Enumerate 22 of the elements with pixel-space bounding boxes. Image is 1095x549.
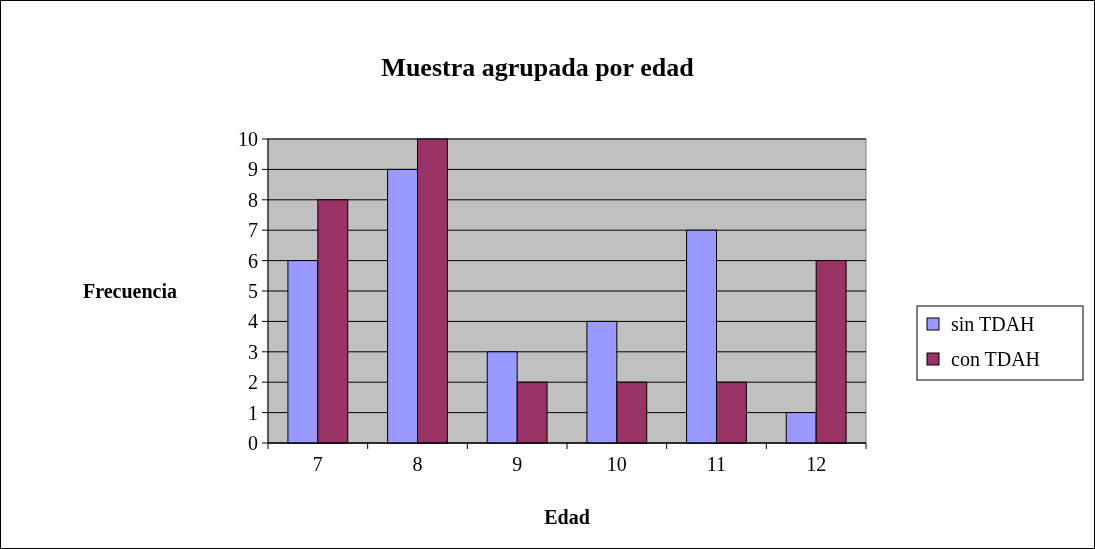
y-tick-label: 5: [248, 280, 258, 302]
x-tick-label: 11: [706, 453, 727, 475]
y-tick-label: 7: [248, 219, 258, 242]
x-tick-label: 7: [312, 453, 323, 475]
x-tick-label: 12: [806, 453, 827, 475]
y-tick-label: 2: [248, 371, 258, 394]
legend-label: con TDAH: [951, 348, 1041, 370]
chart-title: Muestra agrupada por edad: [381, 53, 695, 82]
y-axis-title: Frecuencia: [82, 280, 178, 302]
y-tick-label: 3: [248, 340, 258, 363]
x-axis-title: Edad: [544, 506, 590, 528]
x-tick-label: 10: [606, 453, 627, 475]
y-tick-label: 4: [248, 310, 258, 333]
y-tick-label: 8: [248, 188, 258, 211]
y-tick-label: 9: [248, 158, 258, 181]
y-tick-label: 1: [248, 401, 258, 424]
x-tick-label: 8: [412, 453, 423, 475]
x-tick-label: 9: [512, 453, 523, 475]
y-tick-label: 10: [238, 128, 258, 150]
y-tick-label: 0: [248, 432, 258, 454]
y-tick-label: 6: [248, 249, 258, 272]
legend-label: sin TDAH: [951, 313, 1035, 335]
